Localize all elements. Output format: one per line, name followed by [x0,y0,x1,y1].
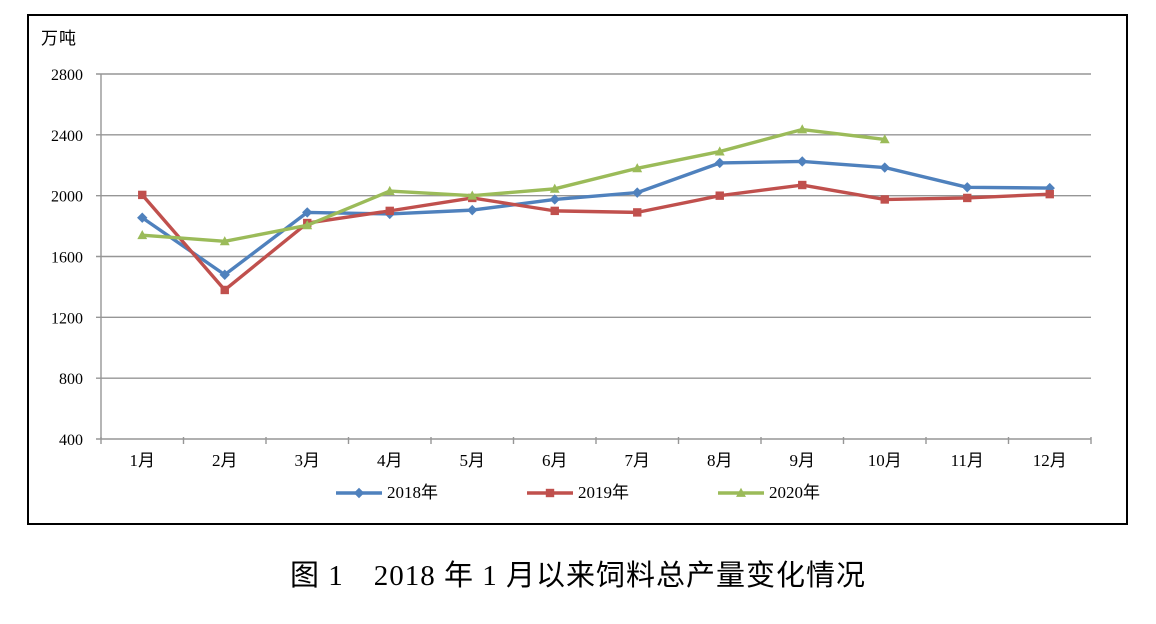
series-marker-square [545,488,555,497]
y-axis-tick-label: 2400 [51,128,83,145]
y-axis-unit-label: 万吨 [41,29,77,48]
series-marker-triangle [549,183,560,193]
x-axis-tick-label: 9月 [790,451,816,470]
series-marker-diamond [797,156,808,167]
series-marker-square [138,190,147,200]
chart-svg: 400 800 1200 1600 2000 2400 2800 1月 2月 3月 4月 5月 6月 7月… [51,67,1092,470]
series-marker-triangle [714,146,725,156]
series-marker-square [1045,189,1054,199]
series-marker-diamond [467,204,478,216]
series-marker-square [385,206,394,216]
chart-frame: 万吨 400 800 1200 1600 2000 2400 2800 1月 2月 3月 4月 5月 6… [27,14,1128,525]
series-marker-diamond [137,212,148,223]
series-marker-triangle [219,236,230,246]
series-marker-triangle [736,487,746,497]
y-axis-tick-label: 400 [59,432,83,449]
series-marker-diamond [302,207,313,218]
series-marker-square [220,285,229,295]
x-axis-tick-label: 2月 [212,451,238,470]
x-axis-tick-label: 5月 [460,451,486,470]
y-axis-tick-label: 2800 [51,67,83,84]
x-axis-tick-label: 12月 [1033,451,1067,470]
x-axis-tick-label: 7月 [625,451,651,470]
series-marker-diamond [353,487,365,498]
series-marker-triangle [384,185,395,196]
y-axis-tick-label: 1200 [51,310,83,327]
series-marker-square [550,206,559,216]
x-axis-tick-label: 3月 [295,451,321,470]
x-axis-tick-label: 10月 [868,451,902,470]
series-marker-diamond [219,269,230,280]
legend-label-2020: 2020年 [769,483,820,502]
legend-label-2018: 2018年 [387,483,438,502]
y-axis-tick-label: 800 [59,371,83,388]
series-marker-diamond [632,187,643,198]
series-marker-triangle [797,124,808,134]
x-axis-tick-label: 4月 [377,451,403,470]
series-marker-diamond [879,162,890,173]
series-marker-diamond [962,182,973,193]
legend-swatch-2020 [718,487,764,497]
x-axis-tick-label: 8月 [707,451,733,470]
chart-legend: 2018年 2019年 2020年 [29,484,1126,501]
legend-label-2019: 2019年 [578,483,629,502]
series-marker-diamond [714,157,725,169]
series-marker-diamond [549,194,560,205]
legend-item-2018: 2018年 [335,484,438,501]
x-axis-tick-label: 11月 [951,451,984,470]
series-marker-triangle [467,190,478,200]
legend-item-2019: 2019年 [526,484,629,501]
legend-swatch-2019 [527,488,573,497]
series-marker-triangle [632,163,643,173]
x-axis-tick-label: 1月 [130,451,156,470]
series-line-2020年 [142,127,885,243]
series-marker-triangle [302,220,313,230]
series-marker-square [715,191,724,200]
series-marker-triangle [879,134,890,144]
y-axis-tick-label: 2000 [51,189,83,206]
series-marker-square [963,193,972,203]
legend-item-2020: 2020年 [717,484,820,501]
series-marker-square [880,195,889,204]
series-marker-square [633,208,642,217]
series-line-2018年 [141,159,1050,277]
x-axis-tick-label: 6月 [542,451,568,470]
legend-swatch-2018 [336,487,382,498]
figure-caption: 图 1 2018 年 1 月以来饲料总产量变化情况 [289,560,866,592]
series-marker-triangle [137,230,148,240]
y-axis-tick-label: 1600 [51,250,83,267]
series-marker-square [798,180,807,190]
series-line-2019年 [140,183,1050,292]
